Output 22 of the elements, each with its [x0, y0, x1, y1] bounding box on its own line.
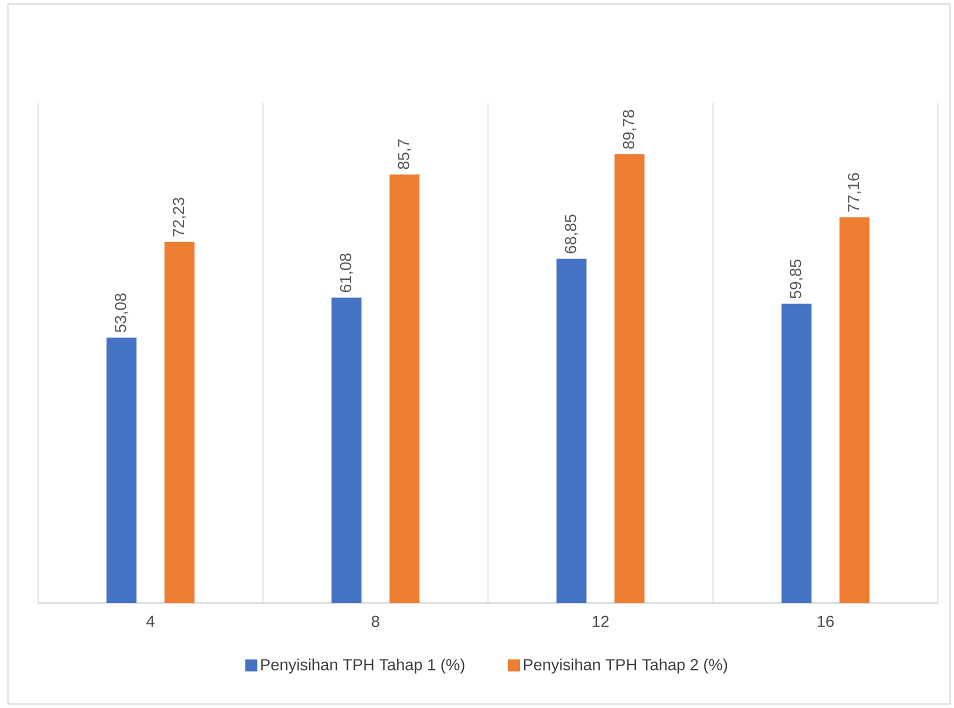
x-tick-label: 8 [372, 616, 380, 628]
bar [164, 242, 195, 603]
data-label: 61,08 [340, 254, 354, 292]
bar [332, 298, 362, 603]
data-label: 59,85 [790, 260, 804, 298]
bar [782, 304, 812, 603]
bar [556, 258, 587, 603]
bar [390, 174, 420, 603]
data-label: 77,16 [848, 173, 862, 212]
data-label: 68,85 [564, 214, 578, 254]
legend-label: Penyisihan TPH Tahap 2 (%) [524, 658, 728, 674]
x-tick-label: 12 [592, 616, 609, 627]
bar [840, 217, 870, 603]
x-tick-label: 16 [818, 616, 834, 628]
data-label: 72,23 [172, 198, 186, 236]
x-tick-label: 4 [146, 616, 154, 627]
data-label: 89,78 [622, 110, 636, 149]
bar [614, 154, 645, 603]
data-label: 53,08 [114, 294, 128, 332]
data-label: 85,7 [398, 139, 412, 170]
bar [106, 338, 136, 603]
legend-label: Penyisihan TPH Tahap 1 (%) [261, 658, 464, 674]
